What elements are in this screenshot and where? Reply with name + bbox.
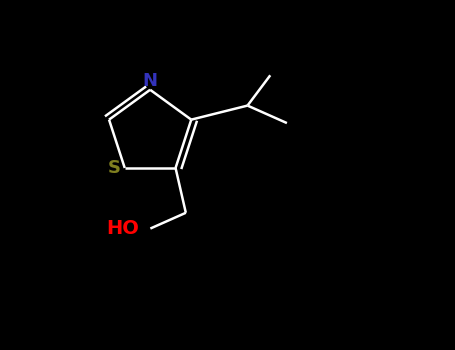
Text: N: N xyxy=(143,72,157,90)
Text: HO: HO xyxy=(106,219,139,238)
Text: S: S xyxy=(108,159,121,177)
